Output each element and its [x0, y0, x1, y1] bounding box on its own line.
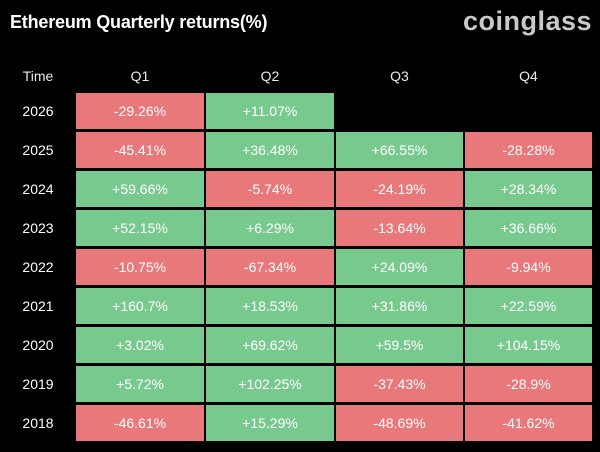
table-body: 2026 -29.26% +11.07% 2025 -45.41% +36.48% +66.…: [0, 93, 600, 444]
return-cell-q1: +52.15%: [76, 210, 204, 246]
table-header-row: Time Q1 Q2 Q3 Q4: [0, 58, 600, 93]
return-cell-q2: -5.74%: [206, 171, 334, 207]
return-cell-q3: -37.43%: [336, 366, 463, 402]
return-cell-q2: +6.29%: [206, 210, 334, 246]
return-cell-q2: +18.53%: [206, 288, 334, 324]
returns-table: Time Q1 Q2 Q3 Q4 2026 -29.26% +11.07% 2025 -…: [0, 58, 600, 444]
return-cell-q4: +36.66%: [465, 210, 592, 246]
column-header-time: Time: [22, 67, 54, 84]
return-cell-q2: -67.34%: [206, 249, 334, 285]
return-cell-q2: +36.48%: [206, 132, 334, 168]
year-cell: 2019: [22, 376, 54, 392]
return-cell-q3: -13.64%: [336, 210, 463, 246]
return-cell-q2: +102.25%: [206, 366, 334, 402]
year-cell: 2026: [22, 103, 54, 119]
column-header-q3: Q3: [390, 67, 409, 84]
return-cell-q2: +11.07%: [206, 93, 334, 129]
return-cell-q3: -48.69%: [336, 405, 463, 441]
return-cell-q2: +15.29%: [206, 405, 334, 441]
return-cell-q4: [465, 93, 592, 129]
return-cell-q3: [336, 93, 463, 129]
return-cell-q1: +160.7%: [76, 288, 204, 324]
return-cell-q1: +3.02%: [76, 327, 204, 363]
year-cell: 2025: [22, 142, 54, 158]
return-cell-q3: +31.86%: [336, 288, 463, 324]
return-cell-q3: +24.09%: [336, 249, 463, 285]
return-cell-q3: +59.5%: [336, 327, 463, 363]
return-cell-q1: -10.75%: [76, 249, 204, 285]
return-cell-q1: +5.72%: [76, 366, 204, 402]
return-cell-q1: -29.26%: [76, 93, 204, 129]
table-row: 2022 -10.75% -67.34% +24.09% -9.94%: [0, 249, 600, 288]
chart-title: Ethereum Quarterly returns(%): [10, 12, 268, 32]
table-row: 2026 -29.26% +11.07%: [0, 93, 600, 132]
year-cell: 2021: [22, 298, 54, 314]
year-cell: 2018: [22, 415, 54, 431]
return-cell-q1: +59.66%: [76, 171, 204, 207]
year-cell: 2020: [22, 337, 54, 353]
return-cell-q4: -9.94%: [465, 249, 592, 285]
return-cell-q3: +66.55%: [336, 132, 463, 168]
return-cell-q1: -46.61%: [76, 405, 204, 441]
return-cell-q4: +28.34%: [465, 171, 592, 207]
column-header-q2: Q2: [260, 67, 280, 84]
table-row: 2025 -45.41% +36.48% +66.55% -28.28%: [0, 132, 600, 171]
table-row: 2024 +59.66% -5.74% -24.19% +28.34%: [0, 171, 600, 210]
year-cell: 2022: [22, 259, 54, 275]
table-row: 2019 +5.72% +102.25% -37.43% -28.9%: [0, 366, 600, 405]
table-row: 2020 +3.02% +69.62% +59.5% +104.15%: [0, 327, 600, 366]
table-row: 2023 +52.15% +6.29% -13.64% +36.66%: [0, 210, 600, 249]
year-cell: 2023: [22, 220, 54, 236]
table-row: 2018 -46.61% +15.29% -48.69% -41.62%: [0, 405, 600, 444]
return-cell-q1: -45.41%: [76, 132, 204, 168]
return-cell-q3: -24.19%: [336, 171, 463, 207]
return-cell-q4: +104.15%: [465, 327, 592, 363]
year-cell: 2024: [22, 181, 54, 197]
return-cell-q4: -28.28%: [465, 132, 592, 168]
return-cell-q4: -41.62%: [465, 405, 592, 441]
return-cell-q2: +69.62%: [206, 327, 334, 363]
table-row: 2021 +160.7% +18.53% +31.86% +22.59%: [0, 288, 600, 327]
return-cell-q4: -28.9%: [465, 366, 592, 402]
brand-logo: coinglass: [462, 6, 592, 36]
return-cell-q4: +22.59%: [465, 288, 592, 324]
column-header-q1: Q1: [130, 67, 150, 84]
column-header-q4: Q4: [519, 67, 538, 84]
